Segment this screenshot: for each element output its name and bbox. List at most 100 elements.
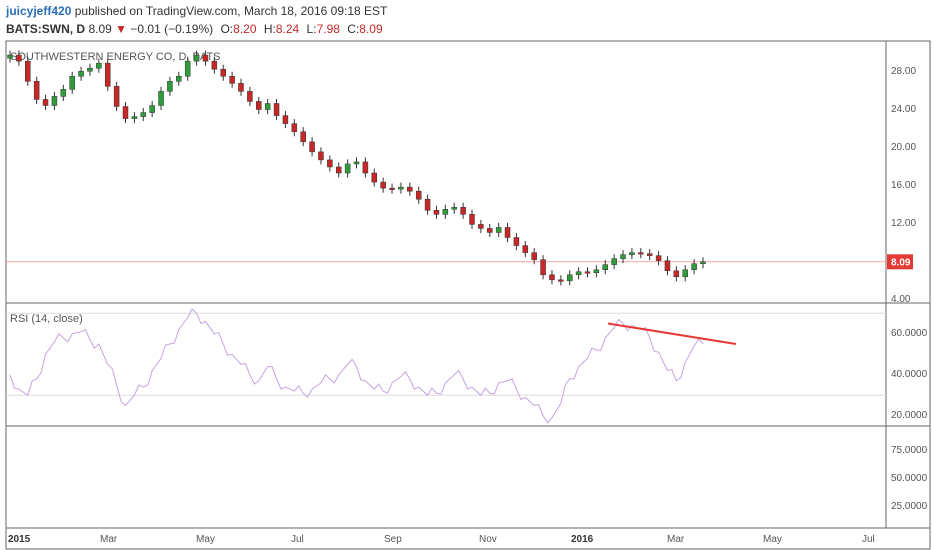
- candle-up: [700, 261, 706, 264]
- pane3-tick: 50.0000: [891, 473, 928, 484]
- candle-up: [451, 207, 457, 210]
- price-tick: 4.00: [891, 294, 911, 305]
- time-tick: Jul: [862, 534, 875, 545]
- price-tick: 12.00: [891, 218, 916, 229]
- candle-down: [247, 91, 253, 102]
- time-tick: Jul: [291, 534, 304, 545]
- candle-up: [60, 89, 67, 97]
- price-tick: 20.00: [891, 142, 916, 153]
- candle-up: [96, 62, 102, 69]
- candle-down: [42, 99, 49, 106]
- low-label: L:: [306, 22, 317, 36]
- author-link[interactable]: juicyjeff420: [6, 4, 72, 18]
- time-tick: 2016: [571, 534, 594, 545]
- candle-up: [442, 209, 449, 215]
- published-text: published on TradingView.com, March 18, …: [74, 4, 388, 18]
- candle-down: [113, 86, 120, 107]
- change-arrow-icon: ▼: [115, 22, 128, 36]
- candle-up: [131, 116, 138, 119]
- candle-up: [629, 252, 635, 255]
- candle-down: [646, 253, 653, 256]
- candle-down: [460, 207, 466, 215]
- time-tick: Sep: [384, 534, 402, 545]
- candle-down: [638, 252, 644, 255]
- candle-up: [149, 105, 155, 113]
- candle-up: [69, 76, 75, 90]
- candle-up: [611, 258, 617, 265]
- open-value: 8.20: [233, 22, 257, 36]
- price-tick: 24.00: [891, 104, 916, 115]
- candle-down: [380, 181, 386, 189]
- candle-down: [238, 83, 244, 92]
- time-tick: 2015: [8, 534, 31, 545]
- pane3-tick: 75.0000: [891, 445, 928, 456]
- candle-down: [220, 68, 226, 77]
- rsi-tick: 60.0000: [891, 328, 928, 339]
- candle-down: [389, 187, 395, 190]
- candle-down: [256, 101, 262, 110]
- symbol-label[interactable]: BATS:SWN, D: [6, 22, 86, 36]
- candle-down: [282, 115, 289, 124]
- candlestick-series: [7, 50, 706, 286]
- rsi-tick: 40.0000: [891, 369, 928, 380]
- rsi-axis: 60.0000 40.0000 20.0000: [891, 328, 928, 421]
- candle-up: [495, 227, 502, 233]
- low-value: 7.98: [316, 22, 340, 36]
- change-value: −0.01 (−0.19%): [130, 22, 214, 36]
- candle-down: [229, 76, 235, 84]
- high-label: H:: [263, 22, 276, 36]
- last-price-tag: [887, 254, 913, 270]
- candle-down: [469, 214, 475, 225]
- candle-up: [620, 254, 626, 259]
- publish-line: juicyjeff420 published on TradingView.co…: [6, 4, 387, 18]
- candle-up: [87, 67, 93, 72]
- candle-up: [51, 96, 58, 106]
- candle-up: [140, 112, 147, 117]
- candle-down: [487, 228, 493, 233]
- time-tick: Mar: [100, 534, 118, 545]
- candle-up: [184, 60, 191, 77]
- close-label: C:: [347, 22, 360, 36]
- candle-down: [433, 210, 440, 215]
- candle-down: [104, 62, 111, 87]
- pane3-tick: 25.0000: [891, 501, 928, 512]
- chart-canvas[interactable]: SOUTHWESTERN ENERGY CO, D, BATS RSI (14,…: [0, 40, 932, 550]
- candle-down: [673, 270, 680, 278]
- candle-up: [193, 54, 200, 62]
- candle-up: [158, 91, 164, 106]
- chart-frame: [5, 40, 931, 550]
- candle-down: [584, 271, 591, 274]
- rsi-trendline[interactable]: [607, 322, 737, 345]
- candle-down: [664, 260, 671, 272]
- price-tick: 28.00: [891, 66, 916, 77]
- price-axis: 28.00 24.00 20.00 16.00 12.00 4.00: [891, 66, 916, 305]
- rsi-line: [9, 308, 704, 424]
- candle-down: [16, 54, 22, 62]
- candle-up: [353, 161, 360, 165]
- candle-down: [478, 224, 484, 229]
- candle-down: [522, 245, 529, 253]
- time-tick: May: [763, 534, 782, 545]
- candle-down: [540, 259, 546, 276]
- candle-up: [176, 76, 182, 82]
- empty-pane-axis: 75.0000 50.0000 25.0000: [891, 445, 928, 512]
- open-label: O:: [220, 22, 234, 36]
- candle-down: [549, 274, 555, 281]
- price-pane-title: SOUTHWESTERN ENERGY CO, D, BATS: [10, 51, 220, 63]
- candle-up: [566, 274, 573, 282]
- candle-up: [264, 103, 271, 110]
- candle-down: [513, 237, 520, 246]
- candle-down: [362, 161, 369, 174]
- rsi-pane-title: RSI (14, close): [10, 313, 83, 325]
- time-axis: 2015 Mar May Jul Sep Nov 2016 Mar May Ju…: [8, 534, 875, 545]
- candle-down: [291, 123, 298, 132]
- candle-up: [602, 264, 609, 270]
- candle-up: [575, 271, 582, 276]
- candle-down: [122, 106, 129, 119]
- candle-up: [691, 263, 697, 270]
- candle-down: [407, 186, 413, 192]
- candle-down: [504, 227, 511, 238]
- candle-up: [398, 186, 404, 190]
- candle-up: [78, 70, 84, 77]
- candle-down: [558, 279, 564, 282]
